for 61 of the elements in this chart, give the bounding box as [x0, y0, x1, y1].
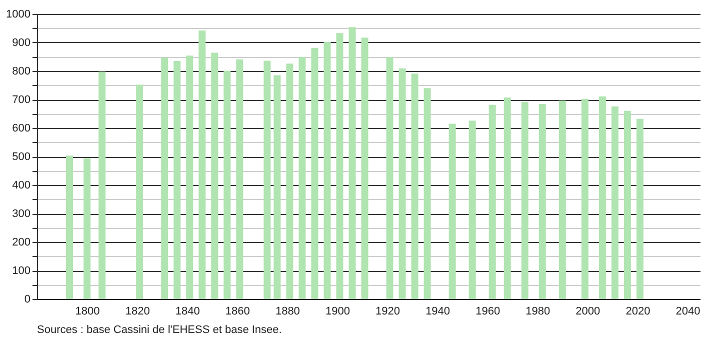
y-tick-label: 300 — [12, 208, 30, 220]
bar — [581, 98, 588, 299]
bar — [624, 110, 631, 299]
bar — [274, 75, 281, 299]
bar — [336, 33, 344, 299]
bar — [211, 52, 218, 299]
x-tick-label: 1840 — [175, 306, 200, 318]
x-tick-label: 1960 — [476, 306, 500, 318]
x-tick-label: 1920 — [376, 306, 400, 318]
x-tick-label: 2040 — [676, 306, 700, 318]
x-tick-label: 2000 — [576, 306, 600, 318]
bar — [468, 120, 476, 299]
bar — [424, 88, 431, 299]
x-tick-label: 1940 — [426, 306, 450, 318]
bar — [538, 104, 546, 299]
y-tick-label: 100 — [12, 265, 30, 277]
x-tick-label: 1980 — [526, 306, 550, 318]
y-tick-label: 0 — [24, 294, 30, 306]
y-tick-label: 600 — [12, 122, 30, 134]
bar — [361, 38, 368, 299]
bar — [411, 74, 418, 299]
bar — [264, 60, 271, 299]
bar — [236, 59, 244, 299]
x-tick-label: 1860 — [225, 306, 250, 318]
bar — [348, 27, 356, 299]
y-tick-label: 700 — [12, 94, 30, 106]
y-tick-label: 200 — [12, 236, 30, 248]
bar — [558, 100, 566, 299]
bar — [286, 64, 294, 299]
bar — [324, 42, 331, 299]
bar — [386, 57, 394, 299]
bar — [198, 30, 206, 299]
bar — [488, 104, 496, 299]
x-tick-label: 1820 — [125, 306, 150, 318]
bar — [161, 58, 168, 299]
bar — [186, 56, 194, 299]
x-tick-label: 1800 — [75, 306, 100, 318]
bar — [311, 48, 318, 299]
bar — [611, 106, 618, 299]
y-tick-label: 400 — [12, 180, 30, 192]
y-tick-label: 800 — [12, 66, 30, 78]
bar — [398, 68, 406, 299]
bar — [298, 57, 306, 299]
x-tick-label: 1900 — [325, 306, 350, 318]
bar — [84, 158, 91, 299]
bar — [98, 72, 106, 299]
y-tick-label: 900 — [12, 37, 30, 49]
y-tick-label: 1000 — [6, 8, 30, 20]
bar — [136, 84, 144, 299]
bar — [448, 124, 456, 299]
y-tick-label: 500 — [12, 151, 30, 163]
source-note: Sources : base Cassini de l'EHESS et base Insee. — [37, 324, 282, 336]
bar — [598, 96, 606, 299]
x-tick-label: 1880 — [275, 306, 300, 318]
bar — [174, 61, 181, 299]
bar — [521, 102, 528, 299]
bar — [224, 70, 231, 299]
x-tick-label: 2020 — [626, 306, 650, 318]
bar — [66, 156, 74, 299]
bar — [636, 118, 644, 299]
bar — [504, 98, 511, 299]
